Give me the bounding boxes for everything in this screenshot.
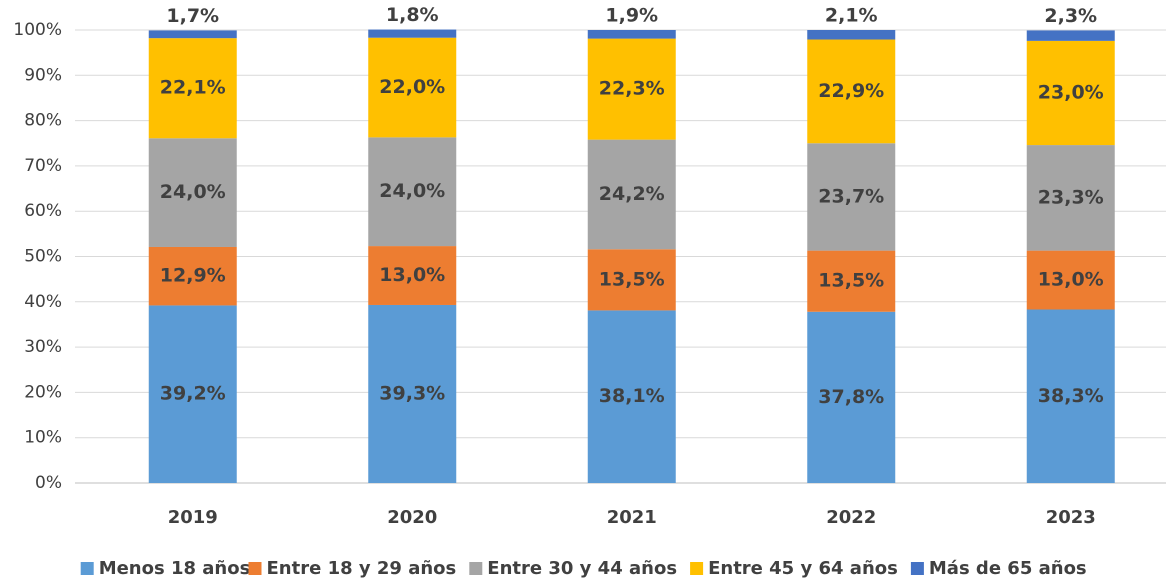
bar-segment xyxy=(1026,250,1115,310)
bar-segment xyxy=(1026,309,1115,483)
data-label: 23,0% xyxy=(1038,81,1104,103)
data-label: 12,9% xyxy=(160,265,226,287)
x-tick-label: 2021 xyxy=(607,507,657,528)
bar-segment xyxy=(807,143,896,251)
y-tick-label: 20% xyxy=(24,382,62,402)
data-label: 22,1% xyxy=(160,77,226,99)
y-tick-label: 60% xyxy=(24,201,62,221)
data-label: 24,0% xyxy=(160,181,226,203)
bar-segment xyxy=(148,246,237,306)
bar-segment xyxy=(807,39,896,144)
data-label: 23,3% xyxy=(1038,186,1104,208)
data-label: 24,0% xyxy=(379,180,445,202)
data-label: 1,8% xyxy=(386,4,439,26)
legend-swatch xyxy=(80,562,94,575)
bar-segment xyxy=(807,250,896,312)
y-tick-label: 90% xyxy=(24,65,62,85)
y-tick-label: 40% xyxy=(24,292,62,312)
bar-segment xyxy=(1026,40,1115,146)
legend-label: Entre 45 y 64 años xyxy=(708,558,898,579)
data-label: 13,5% xyxy=(599,268,665,290)
x-tick-label: 2022 xyxy=(826,507,876,528)
y-tick-label: 50% xyxy=(24,247,62,267)
bar-segment xyxy=(148,138,237,247)
data-label: 23,7% xyxy=(818,185,884,207)
x-tick-label: 2020 xyxy=(387,507,437,528)
legend-swatch xyxy=(690,562,704,575)
data-label: 38,1% xyxy=(599,385,665,407)
data-label: 1,7% xyxy=(166,5,219,27)
bar-segment xyxy=(1026,30,1115,41)
y-tick-label: 80% xyxy=(24,111,62,131)
bar-segment xyxy=(368,37,457,138)
y-tick-label: 30% xyxy=(24,337,62,357)
bar-segment xyxy=(587,310,676,483)
bar-segment xyxy=(807,311,896,483)
legend-swatch xyxy=(469,562,483,575)
bar-segment xyxy=(148,30,237,39)
legend-swatch xyxy=(910,562,924,575)
legend-label: Menos 18 años xyxy=(99,558,251,579)
data-label: 38,3% xyxy=(1038,385,1104,407)
bar-segment xyxy=(1026,145,1115,251)
y-tick-label: 10% xyxy=(24,428,62,448)
data-label: 22,3% xyxy=(599,78,665,100)
bar-segment xyxy=(148,38,237,139)
y-tick-label: 0% xyxy=(35,473,62,493)
bar-segment xyxy=(587,249,676,311)
data-label: 13,0% xyxy=(1038,269,1104,291)
legend-label: Entre 30 y 44 años xyxy=(487,558,677,579)
legend-label: Más de 65 años xyxy=(929,558,1087,579)
bar-segment xyxy=(368,304,457,483)
bar-segment xyxy=(148,305,237,483)
data-label: 13,5% xyxy=(818,270,884,292)
legend-swatch xyxy=(248,562,262,575)
y-tick-label: 70% xyxy=(24,156,62,176)
bar-segment xyxy=(368,246,457,305)
data-label: 13,0% xyxy=(379,264,445,286)
bar-segment xyxy=(587,139,676,250)
bar-segment xyxy=(368,29,457,38)
bar-segment xyxy=(807,30,896,40)
data-label: 39,2% xyxy=(160,383,226,405)
bar-segment xyxy=(368,137,457,247)
data-label: 1,9% xyxy=(605,5,658,27)
legend-label: Entre 18 y 29 años xyxy=(267,558,457,579)
data-label: 22,0% xyxy=(379,76,445,98)
x-tick-label: 2019 xyxy=(168,507,218,528)
data-label: 2,3% xyxy=(1044,5,1097,27)
y-tick-label: 100% xyxy=(13,20,62,40)
x-tick-label: 2023 xyxy=(1046,507,1096,528)
data-label: 22,9% xyxy=(818,80,884,102)
data-label: 37,8% xyxy=(818,386,884,408)
bar-segment xyxy=(587,30,676,39)
data-label: 39,3% xyxy=(379,382,445,404)
data-label: 2,1% xyxy=(825,5,878,27)
data-label: 24,2% xyxy=(599,183,665,205)
bar-segment xyxy=(587,38,676,140)
